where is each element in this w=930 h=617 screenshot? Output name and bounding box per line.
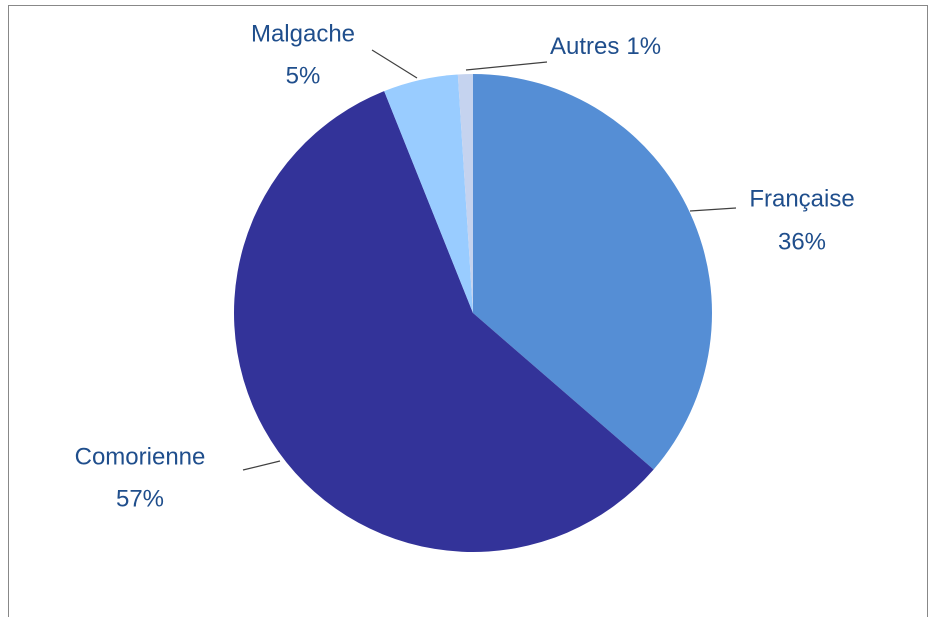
slice-value-label: 1% bbox=[626, 33, 661, 60]
slice-value-label: 5% bbox=[286, 62, 321, 89]
slice-label: Comorienne bbox=[75, 443, 206, 470]
pie-slice bbox=[473, 74, 712, 470]
slice-label-name: Autres bbox=[550, 33, 619, 60]
slice-value-label: 57% bbox=[116, 485, 164, 512]
pie-slice bbox=[233, 91, 654, 553]
pie-slice bbox=[457, 74, 473, 313]
slice-label: Malgache bbox=[251, 20, 355, 47]
slice-label: Autres 1% bbox=[550, 33, 661, 60]
leader-line bbox=[371, 49, 418, 79]
pie bbox=[233, 74, 712, 553]
leader-line bbox=[242, 460, 281, 471]
leader-line bbox=[689, 207, 737, 212]
slice-label: Française bbox=[749, 185, 854, 212]
pie-slice bbox=[384, 74, 473, 313]
slice-value-label: 36% bbox=[778, 228, 826, 255]
leader-line bbox=[465, 61, 548, 71]
